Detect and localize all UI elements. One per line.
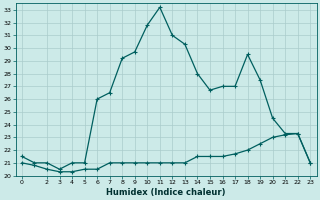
X-axis label: Humidex (Indice chaleur): Humidex (Indice chaleur) bbox=[106, 188, 226, 197]
